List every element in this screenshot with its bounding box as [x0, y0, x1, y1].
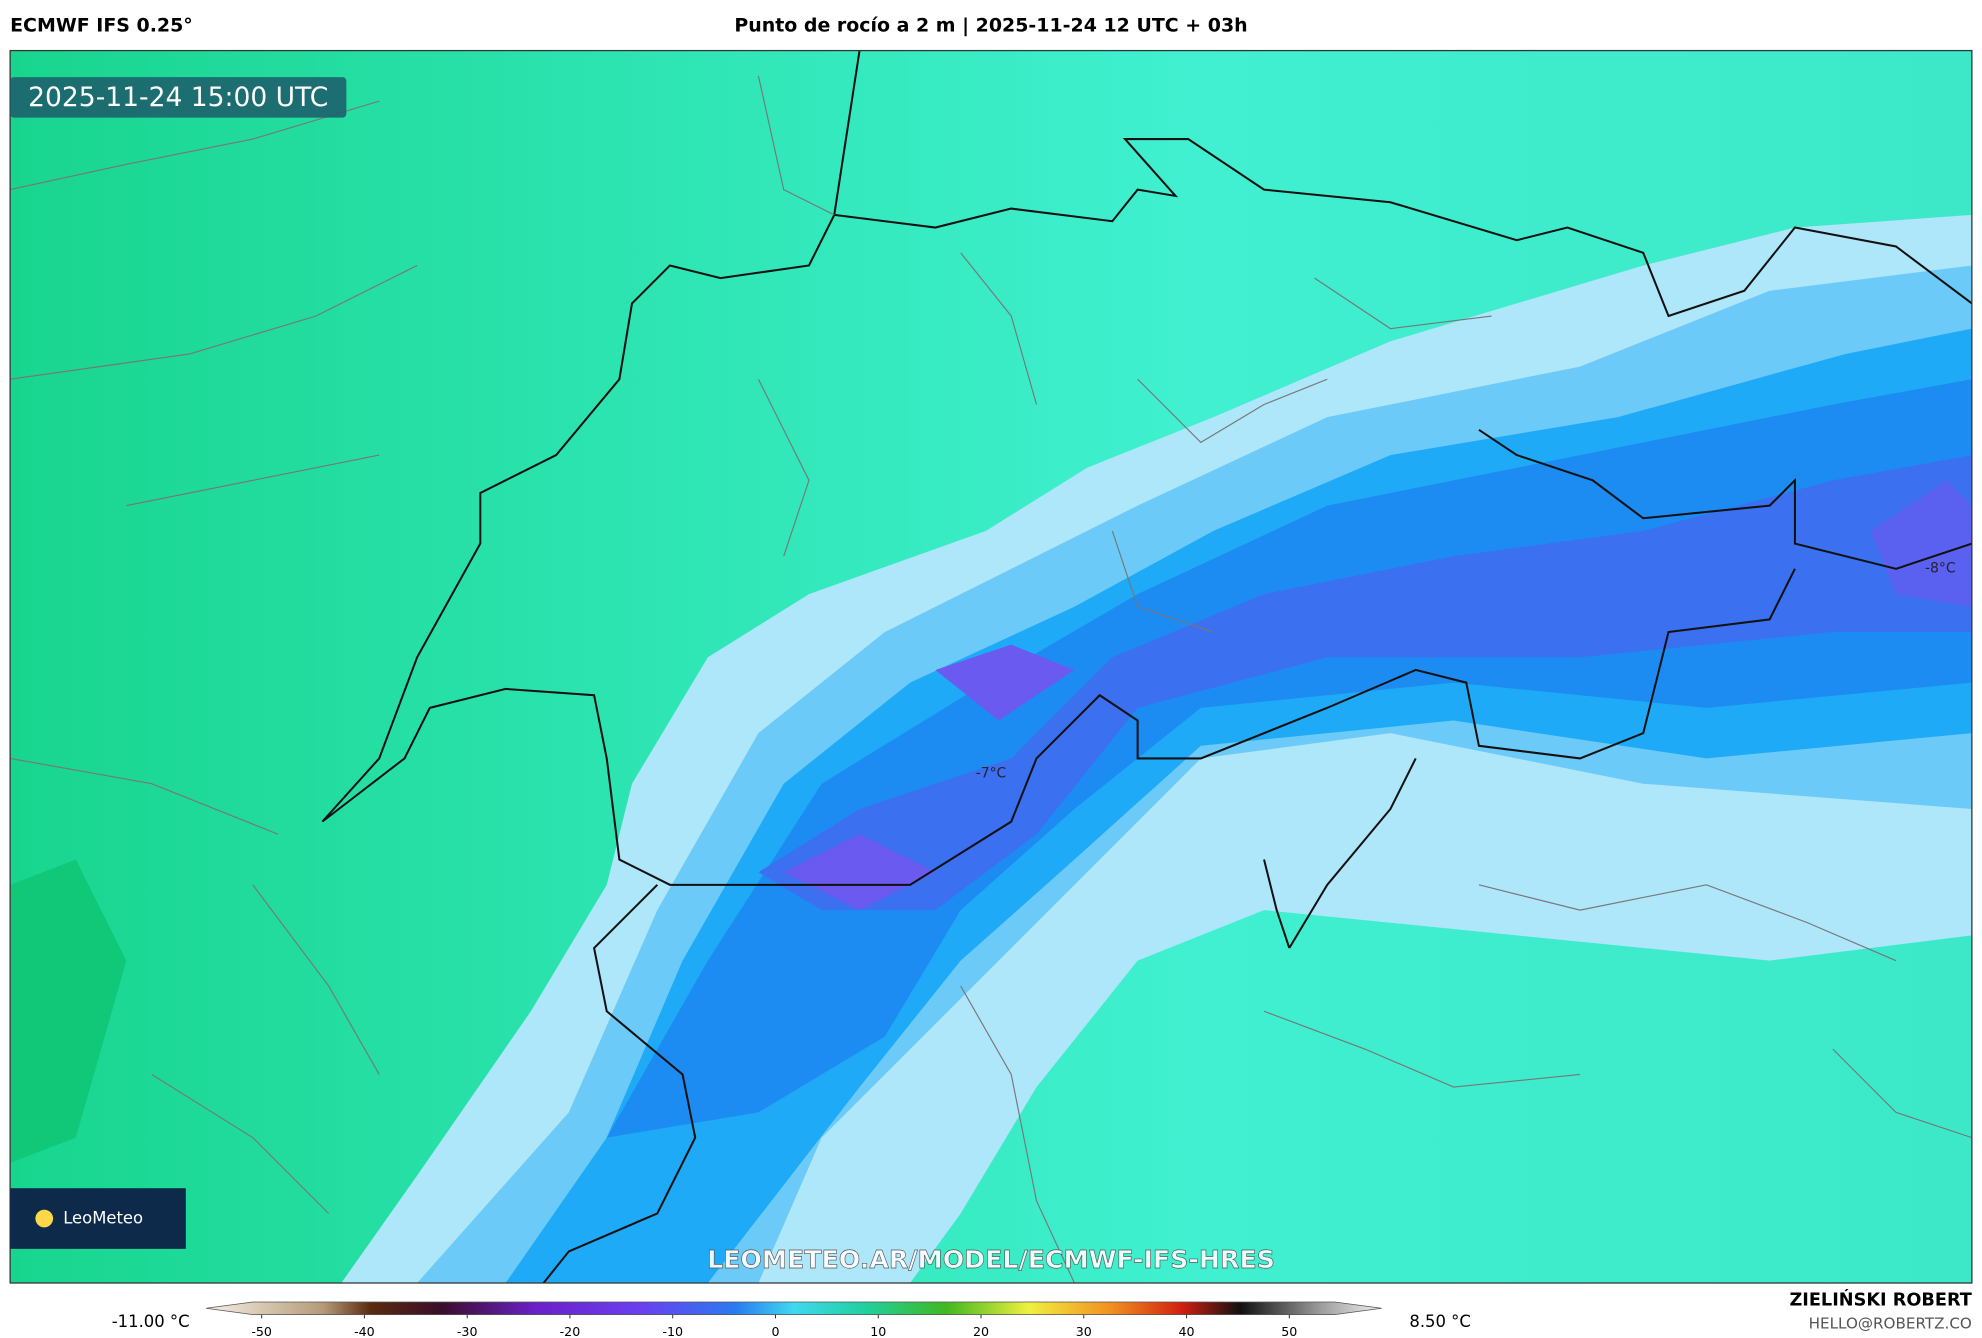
colorbar — [205, 1301, 1382, 1315]
contour-area — [1870, 480, 1972, 607]
colorbar-tick-label: 10 — [870, 1324, 886, 1338]
model-name: ECMWF IFS 0.25° — [10, 15, 193, 37]
logo-text: LeoMeteo — [63, 1209, 143, 1228]
colorbar-tick-label: 30 — [1076, 1324, 1092, 1338]
colorbar-tick-label: 40 — [1179, 1324, 1195, 1338]
colorbar-tick-label: 50 — [1281, 1324, 1297, 1338]
colorbar-min: -11.00 °C — [112, 1312, 190, 1331]
colorbar-tick-label: 0 — [771, 1324, 779, 1338]
colorbar-tick-label: -40 — [354, 1324, 375, 1338]
email: HELLO@ROBERTZ.CO — [1809, 1315, 1972, 1333]
colorbar-tick-label: 20 — [973, 1324, 989, 1338]
timestamp-box — [10, 77, 347, 118]
colorbar-tick-label: -10 — [662, 1324, 683, 1338]
country-border — [321, 50, 1972, 1284]
contour-label: -7°C — [976, 765, 1007, 781]
colorbar-max: 8.50 °C — [1409, 1312, 1470, 1331]
contour-area — [10, 859, 127, 1163]
contour-area — [935, 644, 1075, 721]
contour-area — [758, 455, 1972, 911]
colorbar-tick-label: -50 — [251, 1324, 272, 1338]
map-area: -8°C -7°C — [10, 50, 1972, 1284]
map-frame — [9, 49, 1973, 1284]
author: ZIELIŃSKI ROBERT — [1789, 1289, 1971, 1311]
map-title: Punto de rocío a 2 m | 2025-11-24 12 UTC… — [734, 15, 1247, 37]
colorbar-tick-label: -30 — [457, 1324, 478, 1338]
colorbar-tick-label: -20 — [560, 1324, 581, 1338]
region-border — [10, 75, 1972, 1284]
timestamp: 2025-11-24 15:00 UTC — [28, 82, 328, 113]
logo-sun — [35, 1209, 54, 1228]
contour-label: -8°C — [1925, 561, 1956, 577]
watermark: LEOMETEO.AR/MODEL/ECMWF-IFS-HRES — [707, 1245, 1275, 1274]
